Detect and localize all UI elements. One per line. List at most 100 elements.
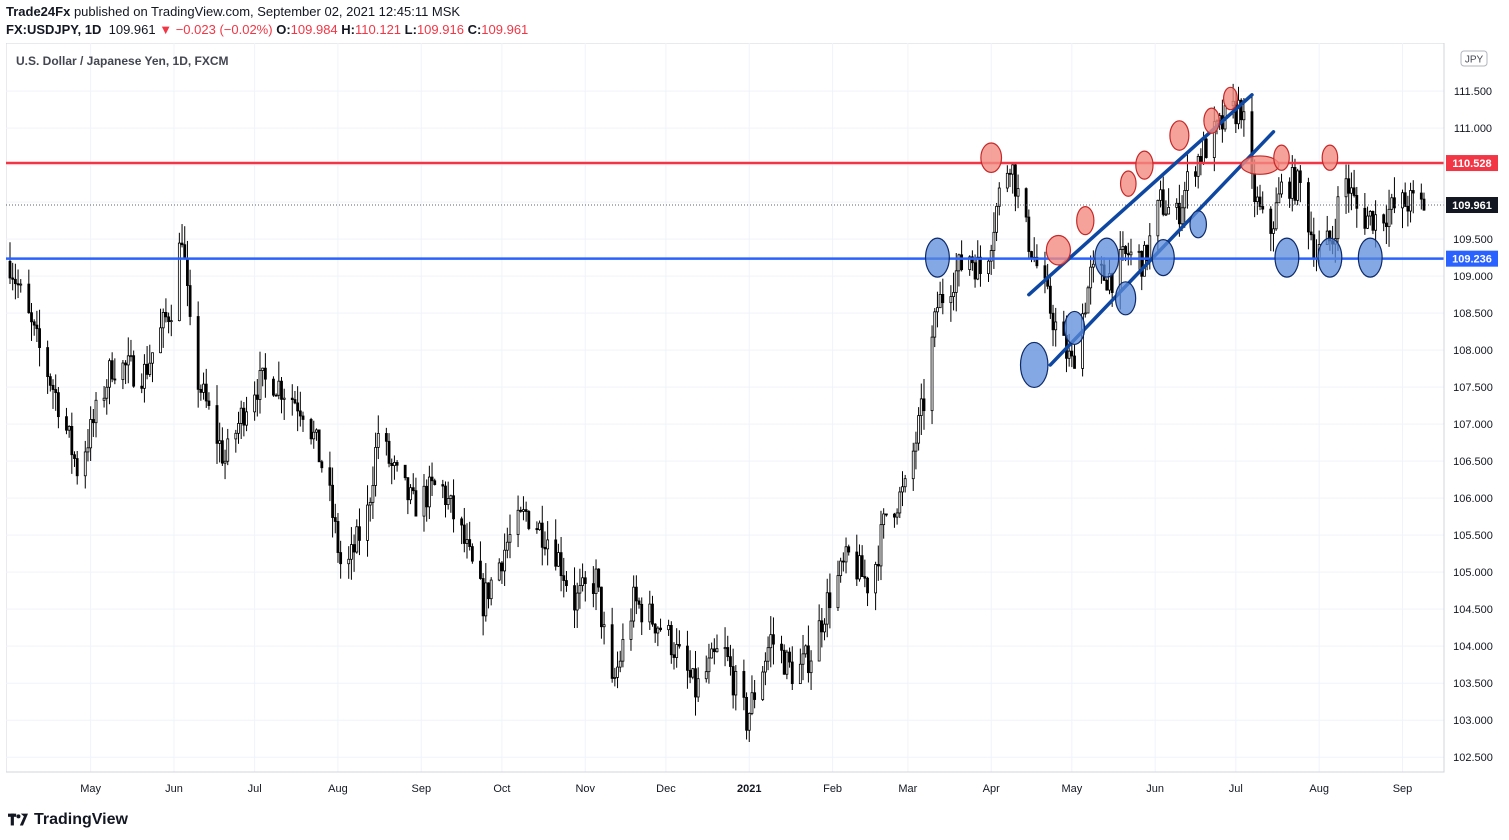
candle-up	[89, 419, 93, 449]
price-chart[interactable]: 102.500 103.000 103.500 104.000 104.500 105.0…	[5, 42, 1503, 803]
blue-highlight-marker[interactable]	[1094, 237, 1120, 278]
candle-up	[898, 491, 902, 514]
red-highlight-marker[interactable]	[1045, 234, 1072, 266]
candle-up	[618, 660, 622, 668]
candle-up	[723, 647, 727, 650]
red-highlight-marker[interactable]	[1222, 86, 1238, 111]
candle-up	[656, 627, 660, 634]
candle-down	[301, 415, 305, 420]
candle-down	[180, 242, 184, 246]
blue-highlight-marker[interactable]	[1357, 237, 1383, 278]
candle-down	[113, 378, 117, 381]
candle-up	[882, 513, 886, 526]
candle-down	[328, 467, 332, 486]
tradingview-footer[interactable]: TradingView	[8, 811, 128, 829]
candle-up	[234, 432, 238, 440]
candle-down	[30, 312, 33, 323]
y-tick-label: 107.500	[1453, 382, 1493, 394]
candle-down	[487, 582, 490, 600]
y-tick-label: 109.500	[1453, 234, 1493, 246]
blue-highlight-marker[interactable]	[1114, 281, 1137, 316]
blue-highlight-marker[interactable]	[924, 237, 950, 278]
candle-up	[1280, 181, 1283, 195]
candle-up	[374, 447, 377, 486]
candle-down	[979, 256, 982, 274]
candle-up	[126, 355, 130, 366]
candle-up	[393, 462, 396, 466]
candle-down	[841, 560, 845, 563]
candle-up	[763, 660, 767, 673]
candle-up	[825, 592, 829, 625]
red-highlight-marker[interactable]	[1119, 170, 1137, 197]
chart-container[interactable]: 102.500 103.000 103.500 104.000 104.500 105.0…	[5, 42, 1503, 803]
candle-up	[169, 320, 173, 323]
candle-down	[1051, 312, 1055, 331]
blue-highlight-marker[interactable]	[1063, 310, 1086, 346]
candle-up	[1005, 172, 1009, 189]
candle-up	[1202, 138, 1205, 164]
y-tick-label: 108.000	[1453, 345, 1493, 357]
candle-up	[858, 555, 861, 580]
candle-down	[186, 258, 189, 286]
candle-down	[1269, 208, 1273, 234]
candle-down	[309, 419, 313, 440]
y-tick-label: 111.500	[1454, 86, 1492, 98]
candle-up	[715, 648, 719, 653]
red-highlight-marker[interactable]	[980, 142, 1003, 174]
candle-up	[1143, 244, 1146, 277]
candle-down	[1307, 182, 1310, 233]
candle-down	[395, 462, 399, 466]
red-highlight-marker[interactable]	[1169, 120, 1190, 151]
blue-highlight-marker[interactable]	[1274, 237, 1300, 278]
candle-up	[613, 677, 617, 679]
candle-down	[790, 661, 794, 685]
candle-down	[772, 634, 775, 645]
candle-up	[105, 386, 109, 399]
candle-down	[1126, 253, 1130, 256]
close-label: C:	[467, 22, 482, 37]
change-value: ▼ −0.023 (−0.02%)	[159, 22, 273, 37]
blue-highlight-marker[interactable]	[1019, 341, 1049, 389]
candle-up	[148, 362, 152, 375]
tradingview-logo-icon	[8, 813, 28, 826]
candle-up	[914, 442, 918, 452]
candle-down	[960, 254, 964, 270]
candle-down	[255, 394, 259, 400]
blue-highlight-marker[interactable]	[1189, 210, 1208, 239]
candle-down	[183, 244, 187, 260]
candle-down	[73, 454, 76, 459]
candle-down	[1261, 206, 1265, 210]
candle-down	[411, 487, 415, 492]
candle-up	[750, 692, 754, 714]
candle-down	[726, 647, 730, 658]
candle-up	[253, 394, 257, 413]
candle-down	[425, 485, 429, 508]
candle-down	[729, 656, 732, 667]
red-highlight-marker[interactable]	[1321, 144, 1339, 171]
candle-up	[94, 399, 98, 424]
publish-text: published on TradingView.com, September …	[70, 4, 461, 19]
candle-up	[1148, 235, 1152, 262]
candle-down	[16, 283, 20, 286]
x-tick-label: Dec	[656, 783, 676, 795]
candle-up	[930, 336, 934, 412]
blue-highlight-marker[interactable]	[1151, 239, 1175, 277]
candle-up	[1156, 199, 1160, 237]
red-highlight-marker[interactable]	[1273, 144, 1290, 171]
candle-up	[769, 634, 773, 649]
candle-down	[637, 600, 641, 605]
candle-down	[70, 425, 74, 456]
publisher-name: Trade24Fx	[6, 4, 71, 19]
candle-down	[1070, 350, 1074, 357]
red-highlight-marker[interactable]	[1203, 107, 1220, 134]
candle-up	[522, 509, 525, 512]
currency-badge-box[interactable]	[1460, 50, 1488, 67]
blue-highlight-marker[interactable]	[1317, 237, 1343, 278]
candle-down	[11, 277, 15, 280]
candle-up	[1290, 167, 1294, 199]
red-highlight-marker[interactable]	[1076, 206, 1095, 236]
x-tick-label: 2021	[737, 783, 761, 795]
candle-up	[1159, 189, 1162, 201]
candle-down	[941, 294, 945, 304]
red-highlight-marker[interactable]	[1135, 150, 1154, 180]
